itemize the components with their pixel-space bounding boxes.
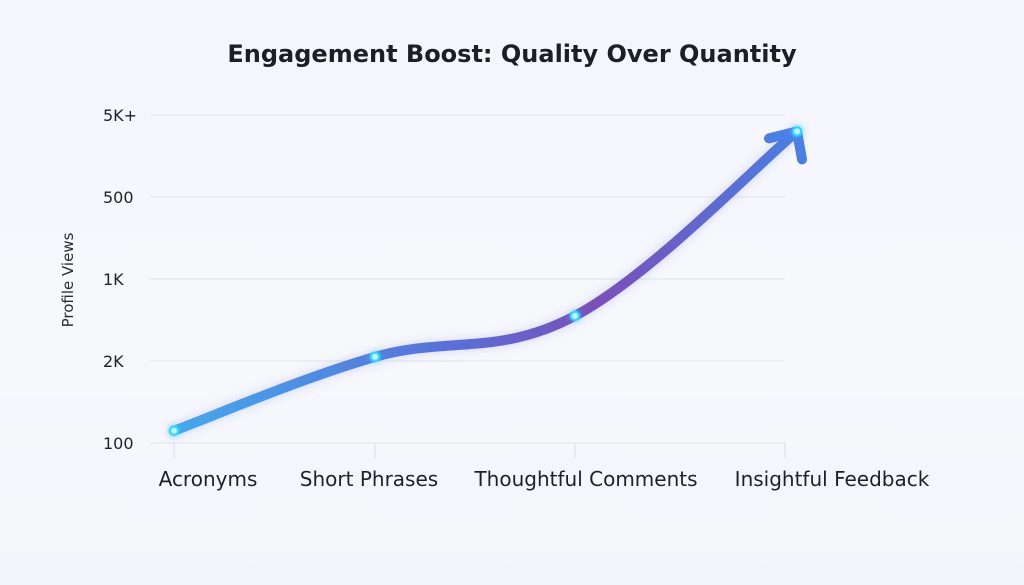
series-line xyxy=(169,126,802,436)
x-tick-label: Acronyms xyxy=(159,467,258,491)
x-tick-label: Insightful Feedback xyxy=(735,467,930,491)
data-point xyxy=(169,425,179,436)
x-tick-labels: Acronyms Short Phrases Thoughtful Comments… xyxy=(159,467,930,491)
data-point xyxy=(792,126,802,137)
y-tick-label: 5K+ xyxy=(103,106,137,125)
y-tick-label: 100 xyxy=(103,434,134,453)
y-axis-label: Profile Views xyxy=(59,232,77,327)
data-point xyxy=(570,310,580,321)
y-tick-labels: 100 2K 1K 500 5K+ xyxy=(103,106,137,453)
vertical-gridlines xyxy=(173,443,786,458)
y-tick-label: 1K xyxy=(103,270,124,289)
x-tick-label: Thoughtful Comments xyxy=(473,467,697,491)
series-line-shadow xyxy=(167,124,804,438)
data-point xyxy=(370,351,380,362)
y-tick-label: 2K xyxy=(103,352,124,371)
x-tick-label: Short Phrases xyxy=(300,467,438,491)
y-tick-label: 500 xyxy=(103,188,134,207)
horizontal-gridlines xyxy=(150,114,785,444)
chart-title: Engagement Boost: Quality Over Quantity xyxy=(227,40,797,68)
data-points xyxy=(168,125,803,437)
